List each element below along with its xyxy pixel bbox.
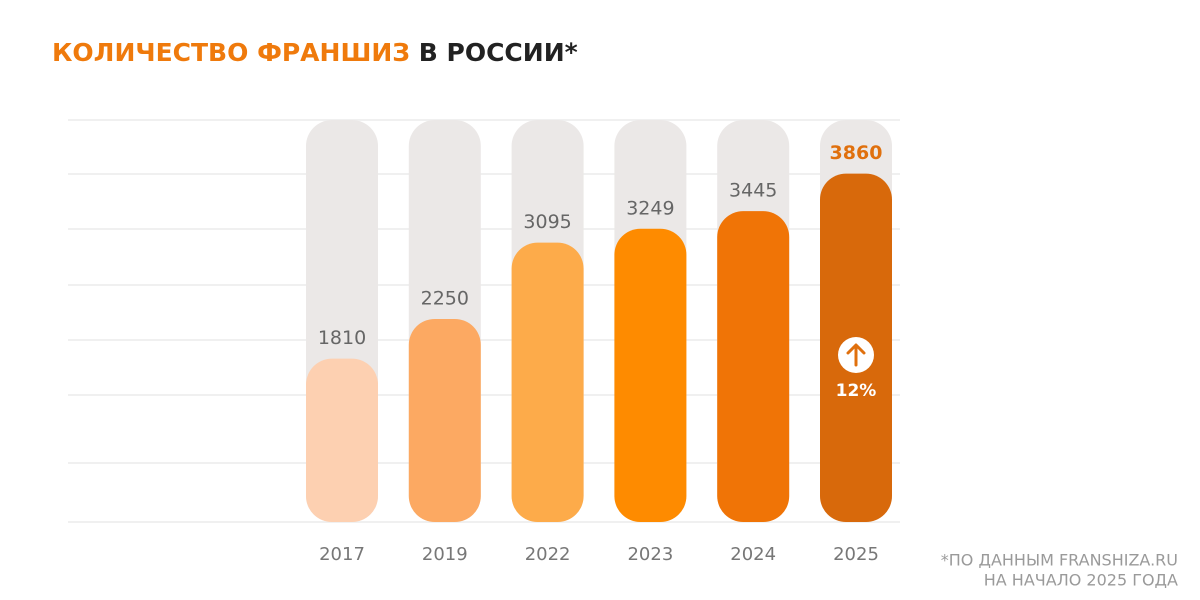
value-label: 3095 [523, 211, 571, 233]
bar [614, 228, 687, 522]
x-tick-label: 2019 [422, 544, 468, 565]
value-label: 3445 [729, 180, 777, 202]
annotation: 12% [836, 381, 877, 401]
title-part: В РОССИИ* [419, 38, 578, 67]
footnote: *ПО ДАННЫМ FRANSHIZA.RU [941, 551, 1178, 570]
x-tick-label: 2025 [833, 544, 879, 565]
bar [511, 242, 584, 522]
grid [68, 119, 900, 523]
chart-title: КОЛИЧЕСТВО ФРАНШИЗ В РОССИИ* [52, 38, 578, 67]
bar [408, 318, 481, 522]
value-label: 3860 [830, 142, 883, 164]
bar [306, 358, 378, 522]
value-label: 3249 [626, 197, 674, 219]
footnote: НА НАЧАЛО 2025 ГОДА [984, 571, 1178, 590]
x-tick-label: 2022 [525, 544, 571, 565]
bar [717, 211, 790, 522]
x-tick-label: 2023 [627, 544, 673, 565]
value-label: 2250 [421, 287, 469, 309]
x-tick-label: 2024 [730, 544, 776, 565]
value-label: 1810 [318, 327, 366, 349]
arrow-icon [846, 343, 866, 367]
x-tick-label: 2017 [319, 544, 365, 565]
title-part: КОЛИЧЕСТВО ФРАНШИЗ [52, 38, 410, 67]
